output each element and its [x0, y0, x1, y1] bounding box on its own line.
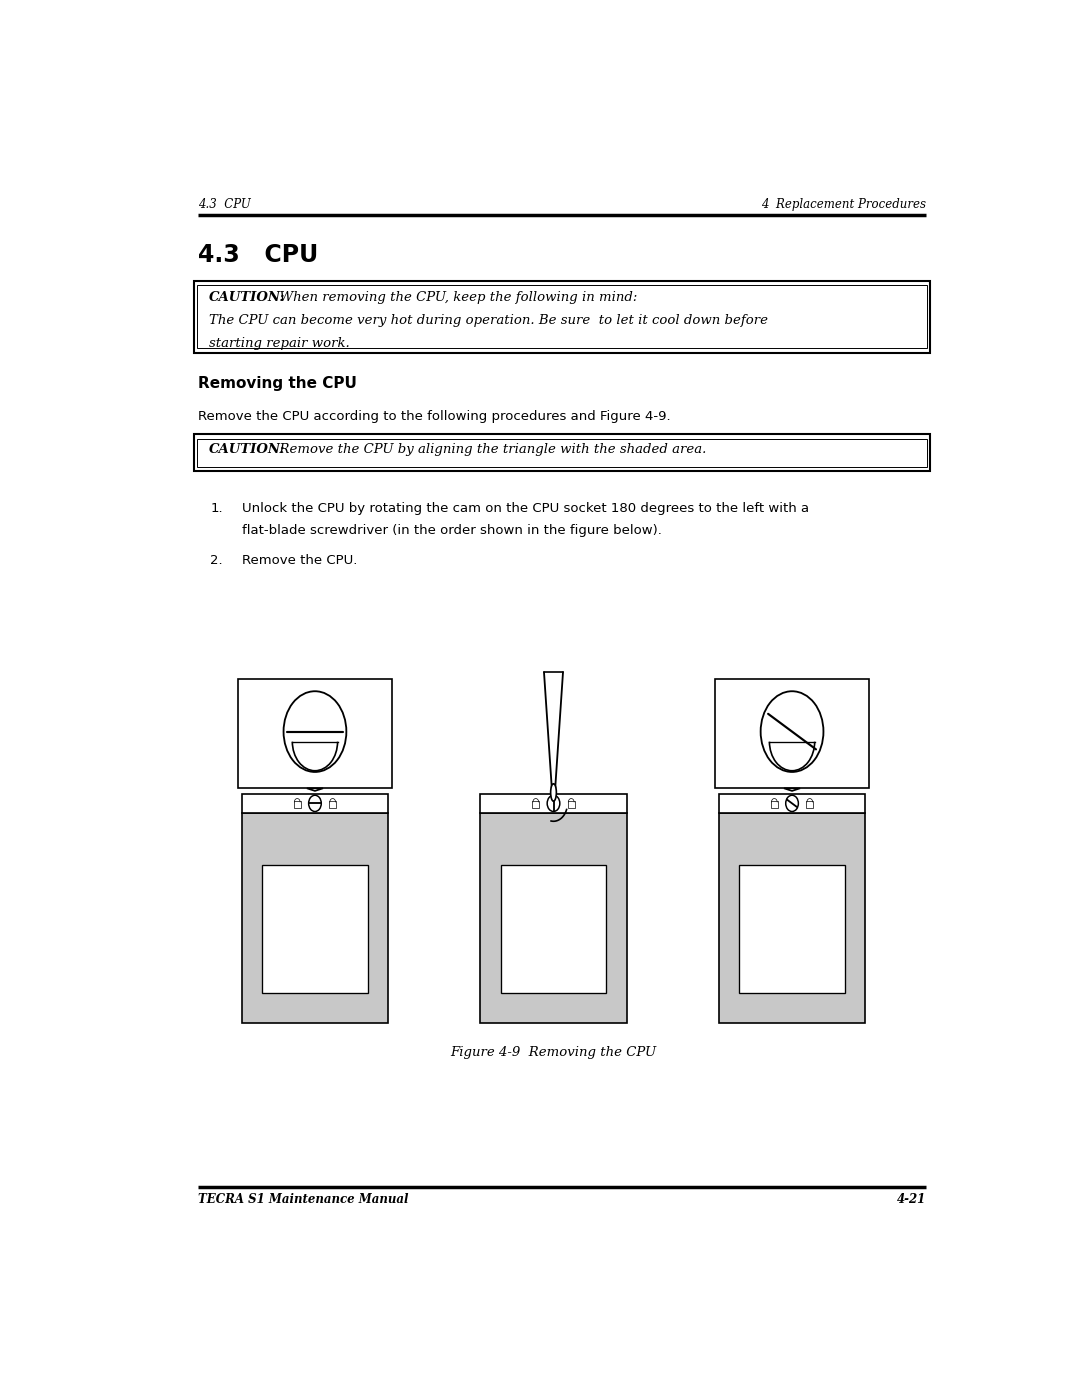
Text: CAUTION:: CAUTION: [208, 443, 285, 455]
Text: Removing the CPU: Removing the CPU [198, 376, 356, 391]
Bar [242, 793, 388, 813]
Text: 1.: 1. [211, 502, 222, 515]
Bar [193, 281, 930, 352]
Text: 4-21: 4-21 [896, 1193, 926, 1206]
Text: Remove the CPU.: Remove the CPU. [242, 553, 357, 567]
Circle shape [786, 795, 798, 812]
Polygon shape [784, 788, 800, 791]
Circle shape [309, 795, 321, 812]
Polygon shape [307, 788, 323, 791]
Bar [242, 813, 388, 1023]
Bar [294, 802, 300, 807]
Text: flat-blade screwdriver (in the order shown in the figure below).: flat-blade screwdriver (in the order sho… [242, 524, 662, 536]
Bar [715, 679, 869, 788]
Ellipse shape [551, 784, 556, 802]
Bar [807, 802, 813, 807]
Bar [532, 802, 539, 807]
Bar [501, 866, 606, 993]
Text: TECRA S1 Maintenance Manual: TECRA S1 Maintenance Manual [198, 1193, 408, 1206]
Text: Unlock the CPU by rotating the cam on the CPU socket 180 degrees to the left wit: Unlock the CPU by rotating the cam on th… [242, 502, 809, 515]
Circle shape [760, 692, 823, 773]
Bar [771, 802, 778, 807]
Text: Figure 4-9  Removing the CPU: Figure 4-9 Removing the CPU [450, 1046, 657, 1059]
Bar [740, 866, 845, 993]
Bar [481, 813, 626, 1023]
Bar [197, 285, 927, 348]
Bar [481, 793, 626, 813]
Bar [197, 439, 927, 467]
Bar [193, 434, 930, 471]
Bar [329, 802, 336, 807]
Text: 4.3  CPU: 4.3 CPU [198, 197, 251, 211]
Text: starting repair work.: starting repair work. [208, 337, 350, 349]
Text: CAUTION:: CAUTION: [208, 292, 285, 305]
Circle shape [548, 795, 559, 812]
Text: Remove the CPU according to the following procedures and Figure 4-9.: Remove the CPU according to the followin… [198, 409, 671, 423]
Text: 2.: 2. [211, 553, 222, 567]
Text: When removing the CPU, keep the following in mind:: When removing the CPU, keep the followin… [271, 292, 638, 305]
Text: The CPU can become very hot during operation. Be sure  to let it cool down befor: The CPU can become very hot during opera… [208, 314, 768, 327]
Bar [262, 866, 367, 993]
Bar [568, 802, 575, 807]
Bar [238, 679, 392, 788]
Bar [719, 793, 865, 813]
Text: 4  Replacement Procedures: 4 Replacement Procedures [761, 197, 926, 211]
Circle shape [284, 692, 347, 773]
Bar [719, 813, 865, 1023]
Text: Remove the CPU by aligning the triangle with the shaded area.: Remove the CPU by aligning the triangle … [271, 443, 706, 455]
Text: 4.3   CPU: 4.3 CPU [198, 243, 318, 267]
